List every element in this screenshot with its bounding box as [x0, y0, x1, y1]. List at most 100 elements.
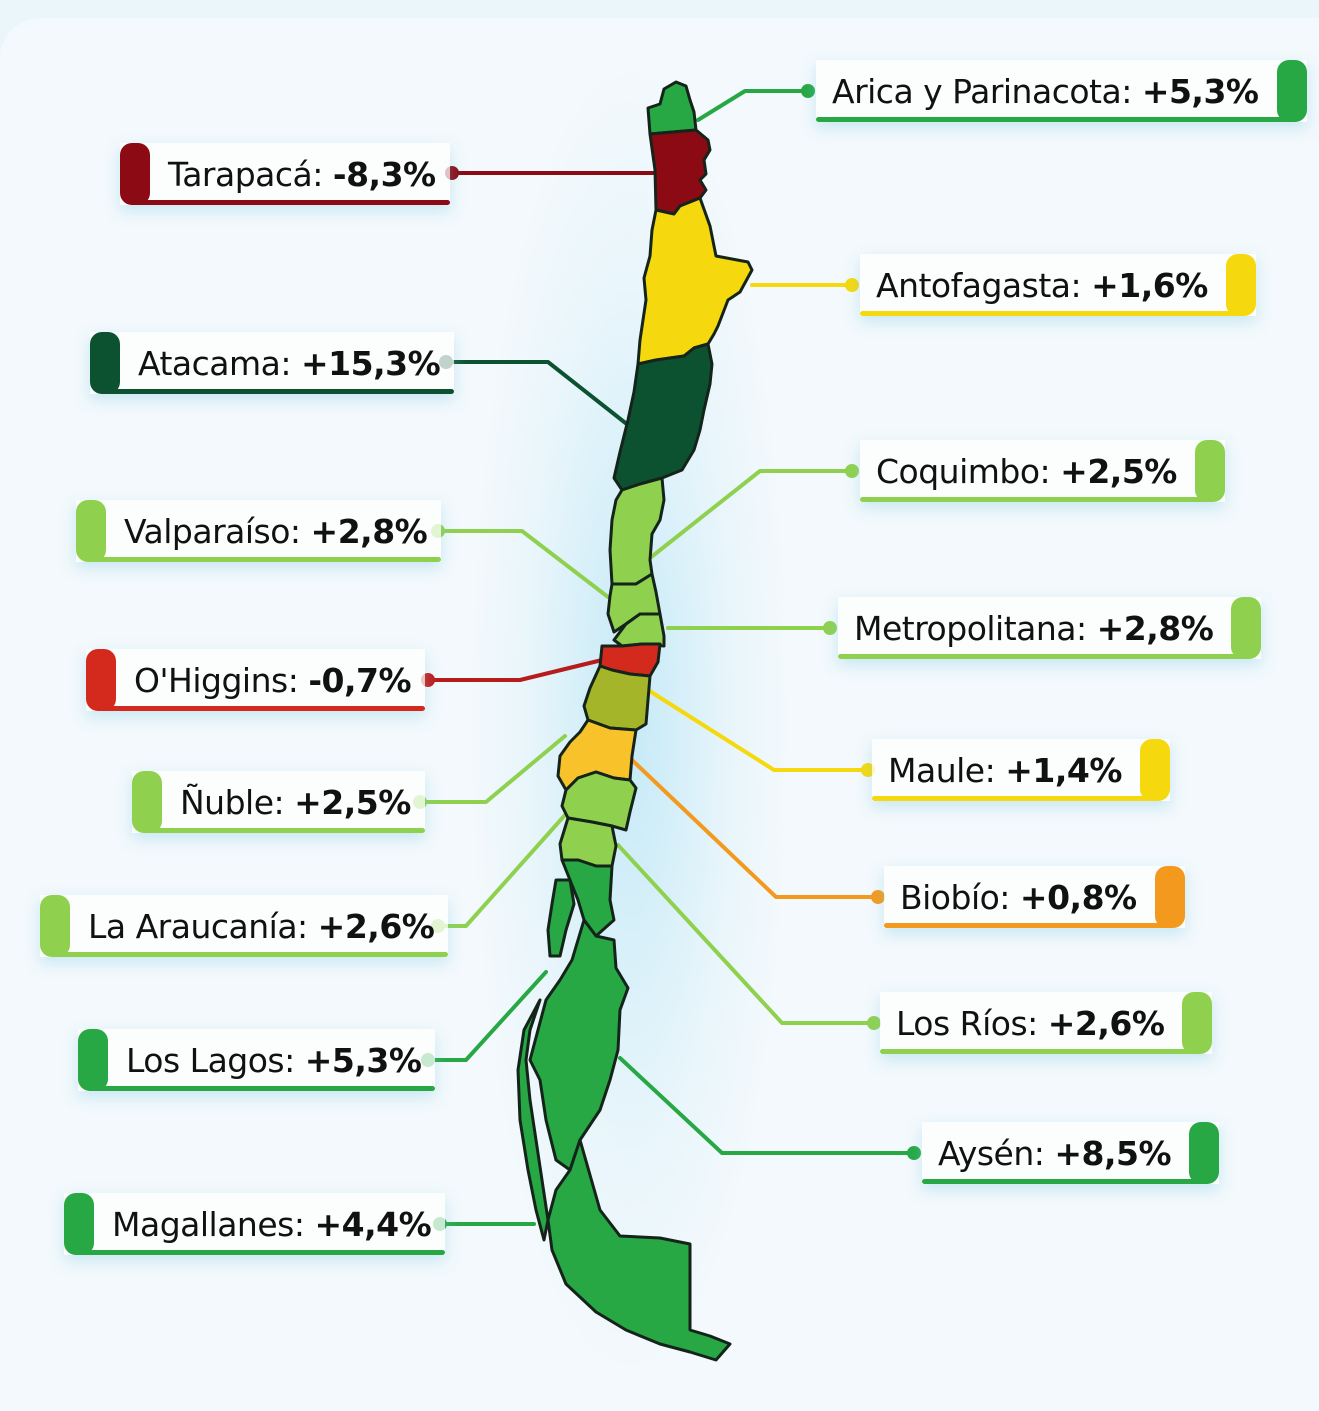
color-underline	[90, 557, 442, 562]
region-name: Ñuble:	[180, 782, 285, 822]
region-name: Biobío:	[900, 877, 1010, 917]
color-tab	[1139, 739, 1170, 801]
region-value: +8,5%	[1054, 1133, 1172, 1173]
region-metropolitana	[612, 612, 666, 648]
label-arica[interactable]: Arica y Parinacota: +5,3%	[816, 60, 1307, 122]
label-aysen[interactable]: Aysén: +8,5%	[922, 1122, 1220, 1184]
region-name: Arica y Parinacota:	[832, 71, 1132, 111]
region-fjords	[516, 998, 550, 1242]
connector-coquimbo	[648, 469, 854, 560]
region-name: Coquimbo:	[876, 451, 1051, 491]
label-coquimbo[interactable]: Coquimbo: +2,5%	[860, 440, 1225, 502]
region-magallanes	[546, 1138, 732, 1362]
region-atacama	[612, 342, 714, 492]
color-underline	[872, 796, 1156, 801]
region-name: Tarapacá:	[168, 154, 323, 194]
region-loslagos	[546, 878, 576, 958]
color-tab	[132, 771, 162, 833]
color-underline	[838, 654, 1248, 659]
region-value: +2,5%	[294, 782, 411, 822]
connector-maule	[646, 688, 870, 772]
label-metropolitana[interactable]: Metropolitana: +2,8%	[838, 597, 1262, 659]
connector-aysen	[618, 1056, 916, 1155]
region-value: +2,8%	[310, 511, 428, 551]
label-loslagos[interactable]: Los Lagos: +5,3%	[78, 1029, 436, 1091]
color-tab	[1189, 1122, 1220, 1184]
label-valparaiso[interactable]: Valparaíso: +2,8%	[76, 500, 442, 562]
label-atacama[interactable]: Atacama: +15,3%	[90, 332, 455, 394]
connector-nuble	[418, 734, 567, 804]
region-value: +5,3%	[1141, 71, 1259, 111]
label-antofagasta[interactable]: Antofagasta: +1,6%	[860, 254, 1256, 316]
color-tab	[1231, 597, 1262, 659]
region-name: Antofagasta:	[876, 265, 1082, 305]
connector-atacama	[444, 360, 630, 427]
region-name: Magallanes:	[112, 1204, 305, 1244]
connector-valparaiso	[436, 529, 610, 599]
color-tab	[76, 500, 106, 562]
label-losrios[interactable]: Los Ríos: +2,6%	[880, 992, 1213, 1054]
color-underline	[78, 1250, 446, 1255]
region-coquimbo	[608, 476, 666, 586]
region-name: Los Ríos:	[896, 1003, 1038, 1043]
color-tab	[78, 1029, 108, 1091]
color-tab	[86, 649, 116, 711]
region-value: +2,6%	[317, 906, 435, 946]
region-value: +1,4%	[1005, 750, 1122, 790]
color-underline	[134, 200, 450, 205]
color-underline	[884, 923, 1171, 928]
label-maule[interactable]: Maule: +1,4%	[872, 739, 1170, 801]
region-name: Maule:	[888, 750, 996, 790]
label-nuble[interactable]: Ñuble: +2,5%	[132, 771, 425, 833]
region-antofagasta	[636, 196, 754, 366]
label-tarapaca[interactable]: Tarapacá: -8,3%	[120, 143, 450, 205]
connector-arica	[696, 89, 810, 122]
region-value: +2,5%	[1060, 451, 1177, 491]
color-tab	[64, 1193, 94, 1255]
region-value: +2,6%	[1047, 1003, 1165, 1043]
connector-losrios	[616, 843, 876, 1025]
region-name: Aysén:	[938, 1133, 1045, 1173]
region-value: +1,6%	[1091, 265, 1208, 305]
region-aysen	[528, 918, 630, 1172]
color-underline	[92, 1086, 436, 1091]
region-maule	[582, 664, 652, 732]
label-magallanes[interactable]: Magallanes: +4,4%	[64, 1193, 446, 1255]
region-value: +0,8%	[1019, 877, 1137, 917]
region-name: Atacama:	[138, 343, 292, 383]
region-name: Metropolitana:	[854, 608, 1087, 648]
color-underline	[54, 952, 449, 957]
region-name: Valparaíso:	[124, 511, 301, 551]
color-tab	[1225, 254, 1256, 316]
label-biobio[interactable]: Biobío: +0,8%	[884, 866, 1185, 928]
color-underline	[146, 828, 425, 833]
color-tab	[120, 143, 150, 205]
region-arica	[646, 80, 698, 136]
region-name: Los Lagos:	[126, 1040, 295, 1080]
connector-loslagos	[426, 970, 548, 1062]
connector-biobio	[630, 758, 880, 899]
color-tab	[40, 895, 70, 957]
region-value: +4,4%	[314, 1204, 432, 1244]
region-value: -0,7%	[308, 660, 412, 700]
region-name: La Araucanía:	[88, 906, 308, 946]
color-underline	[922, 1179, 1206, 1184]
color-tab	[1276, 60, 1307, 122]
region-losrios	[560, 858, 616, 938]
label-araucania[interactable]: La Araucanía: +2,6%	[40, 895, 449, 957]
color-tab	[1182, 992, 1213, 1054]
label-ohiggins[interactable]: O'Higgins: -0,7%	[86, 649, 426, 711]
color-underline	[860, 311, 1242, 316]
color-underline	[860, 497, 1211, 502]
region-value: +2,8%	[1096, 608, 1214, 648]
color-tab	[1154, 866, 1185, 928]
color-underline	[880, 1049, 1199, 1054]
connector-araucania	[436, 813, 567, 928]
color-tab	[1194, 440, 1225, 502]
region-value: +5,3%	[304, 1040, 422, 1080]
region-name: O'Higgins:	[134, 660, 299, 700]
color-underline	[816, 117, 1293, 122]
color-underline	[100, 706, 426, 711]
connector-ohiggins	[426, 658, 604, 682]
